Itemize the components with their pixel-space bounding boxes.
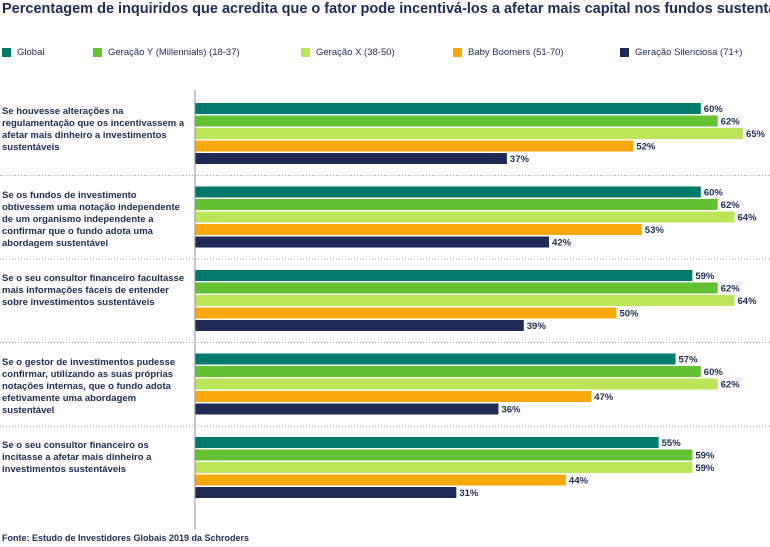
- category-label: Se o seu consultor financeiro facultasse…: [2, 273, 185, 308]
- bar: [195, 320, 524, 331]
- bar: [195, 140, 634, 152]
- data-label: 62%: [721, 200, 741, 211]
- legend-swatch: [93, 48, 102, 57]
- data-label: 44%: [569, 476, 589, 487]
- legend-item: Global: [2, 47, 44, 58]
- legend-label: Geração Silenciosa (71+): [635, 47, 743, 58]
- legend-label: Global: [17, 47, 45, 58]
- category-label: Se houvesse alterações na regulamentação…: [2, 106, 185, 153]
- chart-title: Percentagem de inquiridos que acredita q…: [2, 1, 770, 17]
- legend-item: Geração Silenciosa (71+): [620, 47, 742, 58]
- data-label: 64%: [738, 296, 758, 307]
- bar: [195, 437, 659, 448]
- bar: [195, 353, 676, 365]
- bar: [195, 295, 735, 306]
- legend-item: Geração Y (Millennials) (18-37): [93, 47, 240, 58]
- data-label: 31%: [459, 488, 479, 499]
- bar: [195, 378, 718, 390]
- data-label: 53%: [645, 225, 665, 236]
- legend-item: Geração X (38-50): [301, 47, 395, 58]
- bar: [195, 186, 701, 198]
- legend-swatch: [453, 48, 462, 57]
- bar: [195, 307, 617, 319]
- data-label: 64%: [738, 213, 758, 224]
- data-label: 59%: [695, 271, 715, 282]
- bar: [195, 282, 718, 294]
- data-label: 37%: [510, 154, 530, 165]
- bar: [195, 487, 457, 498]
- data-label: 60%: [704, 367, 724, 378]
- data-label: 59%: [695, 451, 715, 462]
- legend: Global Geração Y (Millennials) (18-37) Ger…: [0, 47, 770, 61]
- data-label: 57%: [679, 355, 699, 366]
- data-label: 60%: [704, 104, 724, 115]
- bar: [195, 211, 735, 223]
- legend-swatch: [2, 48, 11, 57]
- legend-label: Geração X (38-50): [316, 47, 395, 58]
- category-label: Se os fundos de investimento obtivessem …: [2, 189, 180, 249]
- bar: [195, 366, 701, 377]
- data-label: 42%: [552, 238, 572, 249]
- data-label: 65%: [746, 129, 766, 140]
- bar: [195, 403, 499, 415]
- bar: [195, 391, 592, 402]
- bar: [195, 199, 718, 210]
- bar: [195, 128, 743, 139]
- data-label: 62%: [721, 380, 741, 391]
- data-label: 59%: [695, 463, 715, 474]
- bar: [195, 236, 550, 248]
- category-label: Se o seu consultor financeiro os incitas…: [2, 440, 152, 475]
- category-label: Se o gestor de investimentos pudesse con…: [2, 356, 176, 416]
- bar: [195, 474, 566, 486]
- data-label: 62%: [721, 284, 741, 295]
- bar: [195, 153, 507, 164]
- data-label: 47%: [594, 392, 614, 403]
- data-label: 60%: [704, 188, 724, 199]
- legend-label: Baby Boomers (51-70): [468, 47, 564, 58]
- data-label: 39%: [527, 321, 547, 332]
- data-label: 50%: [620, 309, 640, 320]
- legend-item: Baby Boomers (51-70): [453, 47, 564, 58]
- data-label: 52%: [636, 142, 656, 153]
- data-label: 36%: [501, 405, 521, 416]
- bar: [195, 224, 642, 235]
- data-label: 62%: [721, 117, 741, 128]
- legend-swatch: [301, 48, 310, 57]
- bar: [195, 270, 693, 281]
- bar: [195, 462, 693, 473]
- bar: [195, 449, 693, 461]
- source-note: Fonte: Estudo de Investidores Globais 20…: [2, 533, 250, 543]
- data-label: 55%: [662, 438, 682, 449]
- legend-label: Geração Y (Millennials) (18-37): [108, 47, 240, 58]
- bar: [195, 115, 718, 127]
- legend-swatch: [620, 48, 629, 57]
- bar: [195, 103, 701, 114]
